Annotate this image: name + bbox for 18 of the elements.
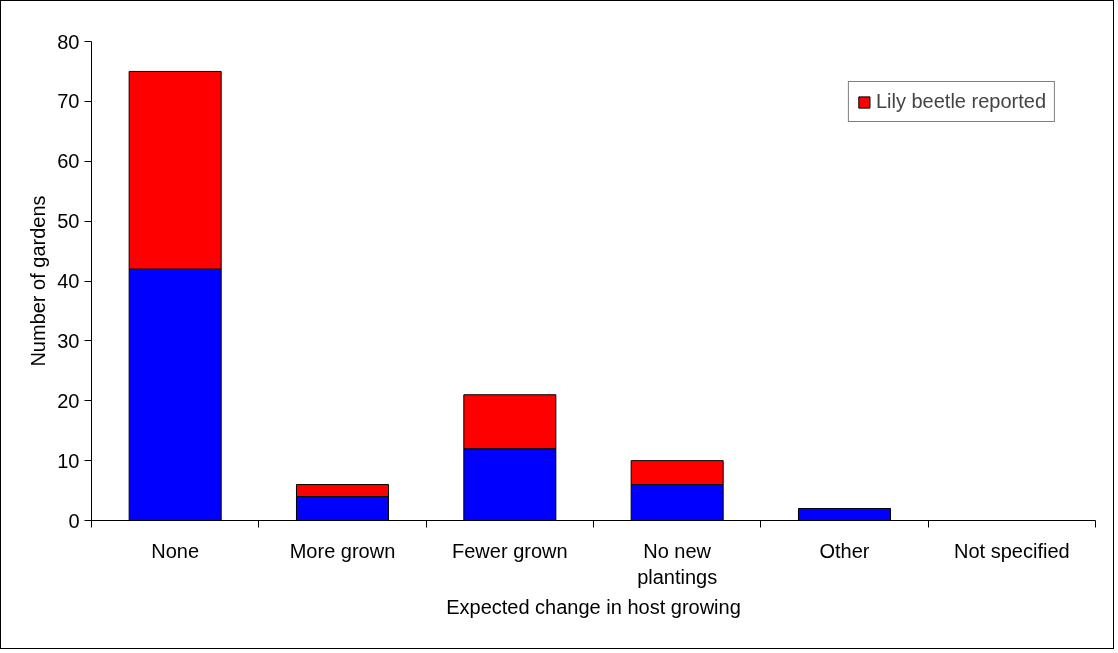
x-tick-label: None bbox=[151, 539, 200, 562]
y-tick-label: 50 bbox=[57, 210, 80, 233]
x-tick-label: Other bbox=[819, 539, 870, 562]
y-tick-label: 20 bbox=[57, 389, 80, 412]
legend-label: Lily beetle reported bbox=[875, 90, 1046, 113]
x-tick-label: Fewer grown bbox=[452, 539, 568, 562]
y-tick-label: 0 bbox=[68, 509, 80, 532]
y-tick-label: 60 bbox=[57, 150, 80, 173]
x-axis-title: Expected change in host growing bbox=[446, 595, 741, 618]
x-tick-label: No new plantings bbox=[637, 539, 718, 588]
y-tick-label: 80 bbox=[57, 30, 80, 53]
y-tick-label: 10 bbox=[57, 449, 80, 472]
x-tick-label: Not specified bbox=[954, 539, 1070, 562]
x-tick-label: More grown bbox=[289, 539, 396, 562]
y-tick-label: 30 bbox=[57, 329, 80, 352]
y-tick-label: 40 bbox=[57, 270, 80, 292]
y-axis-title: Number of gardens bbox=[27, 195, 50, 367]
y-tick-label: 70 bbox=[57, 90, 80, 113]
